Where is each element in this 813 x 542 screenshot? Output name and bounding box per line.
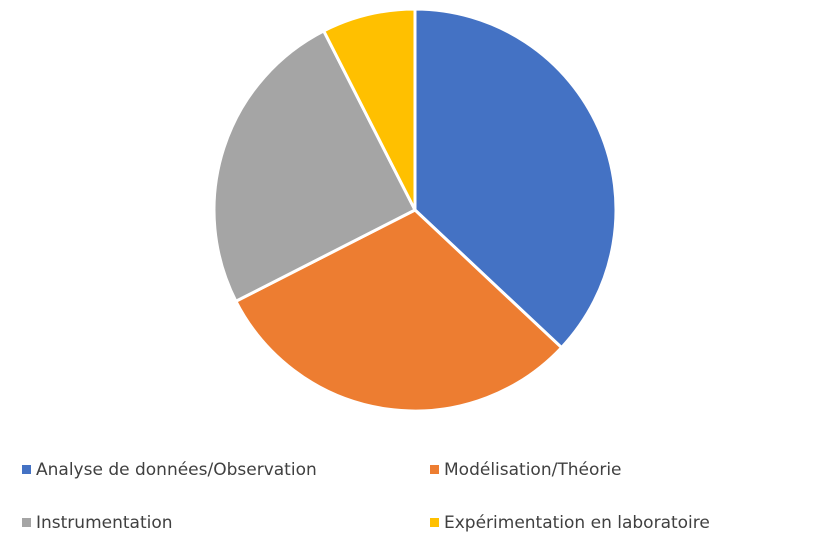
pie-slice bbox=[212, 28, 418, 304]
legend-label: Analyse de données/Observation bbox=[36, 460, 317, 480]
pie-slice bbox=[413, 7, 618, 350]
legend-label: Expérimentation en laboratoire bbox=[444, 513, 710, 533]
legend-swatch bbox=[22, 518, 31, 527]
legend-swatch bbox=[22, 465, 31, 474]
pie-slice bbox=[321, 7, 417, 211]
legend-label: Modélisation/Théorie bbox=[444, 460, 622, 480]
legend-label: Instrumentation bbox=[36, 513, 173, 533]
legend-swatch bbox=[430, 518, 439, 527]
legend-swatch bbox=[430, 465, 439, 474]
